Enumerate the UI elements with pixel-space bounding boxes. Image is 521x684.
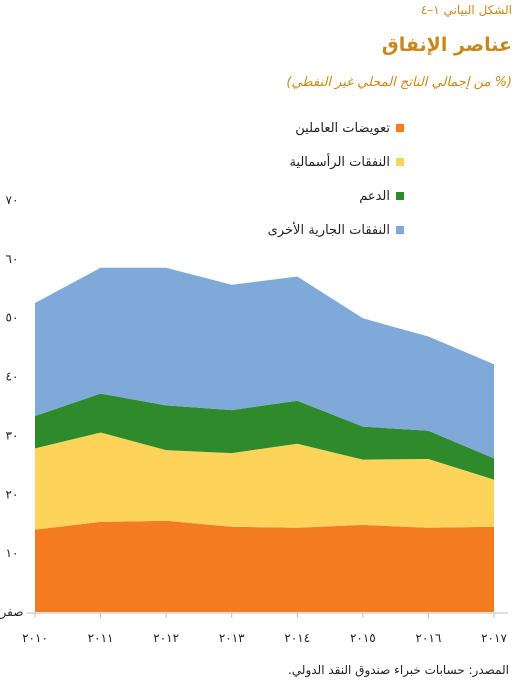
legend-label-capital: النفقات الرأسمالية [289,154,390,170]
y-tick-label: ٦٠ [6,252,19,266]
y-tick-label: صفر [0,605,23,620]
legend-swatch-subsidies [396,192,404,200]
y-axis: صفر ١٠ ٢٠ ٣٠ ٤٠ ٥٠ ٦٠ ٧٠ [0,193,23,620]
area-series-other-current [35,267,494,459]
y-tick-label: ٤٠ [6,370,19,384]
chart-subtitle: (% من إجمالي الناتج المحلي غير النفطي) [286,75,512,90]
y-tick-label: ٣٠ [6,428,19,442]
y-tick-label: ٢٠ [6,487,19,501]
y-tick-label: ١٠ [6,546,19,560]
figure-label: الشكل البياني ١–٤ [420,3,512,17]
source-note: المصدر: حسابات خبراء صندوق النقد الدولي. [287,663,509,677]
chart-legend: تعويضات العاملين النفقات الرأسمالية الدع… [154,120,404,258]
legend-item-other-current: النفقات الجارية الأخرى [154,222,404,238]
legend-swatch-other-current [396,226,404,234]
y-tick-label: ٧٠ [6,193,19,207]
legend-label-other-current: النفقات الجارية الأخرى [267,222,390,238]
x-tick-label: ٢٠١٦ [416,631,442,645]
legend-swatch-capital [396,158,404,166]
legend-item-capital: النفقات الرأسمالية [154,154,404,170]
chart-title: عناصر الإنفاق [381,34,512,56]
y-tick-label: ٥٠ [6,311,19,325]
x-tick-label: ٢٠١٥ [350,631,376,645]
x-axis: ٢٠١٠ ٢٠١١ ٢٠١٢ ٢٠١٣ ٢٠١٤ ٢٠١٥ ٢٠١٦ ٢٠١٧ [22,612,508,645]
area-series-employee [35,520,494,612]
area-series-capital [35,432,494,530]
x-tick-label: ٢٠١٣ [219,631,245,645]
area-series-subsidies [35,393,494,480]
x-tick-label: ٢٠١١ [88,631,114,645]
x-tick-label: ٢٠١٧ [481,631,507,645]
legend-item-employee: تعويضات العاملين [154,120,404,136]
x-tick-label: ٢٠١٠ [22,631,48,645]
chart-areas [35,267,494,612]
legend-item-subsidies: الدعم [154,188,404,204]
x-tick-label: ٢٠١٢ [153,631,179,645]
legend-label-employee: تعويضات العاملين [295,120,390,136]
legend-swatch-employee [396,124,404,132]
x-tick-label: ٢٠١٤ [284,631,310,645]
legend-label-subsidies: الدعم [359,188,390,204]
